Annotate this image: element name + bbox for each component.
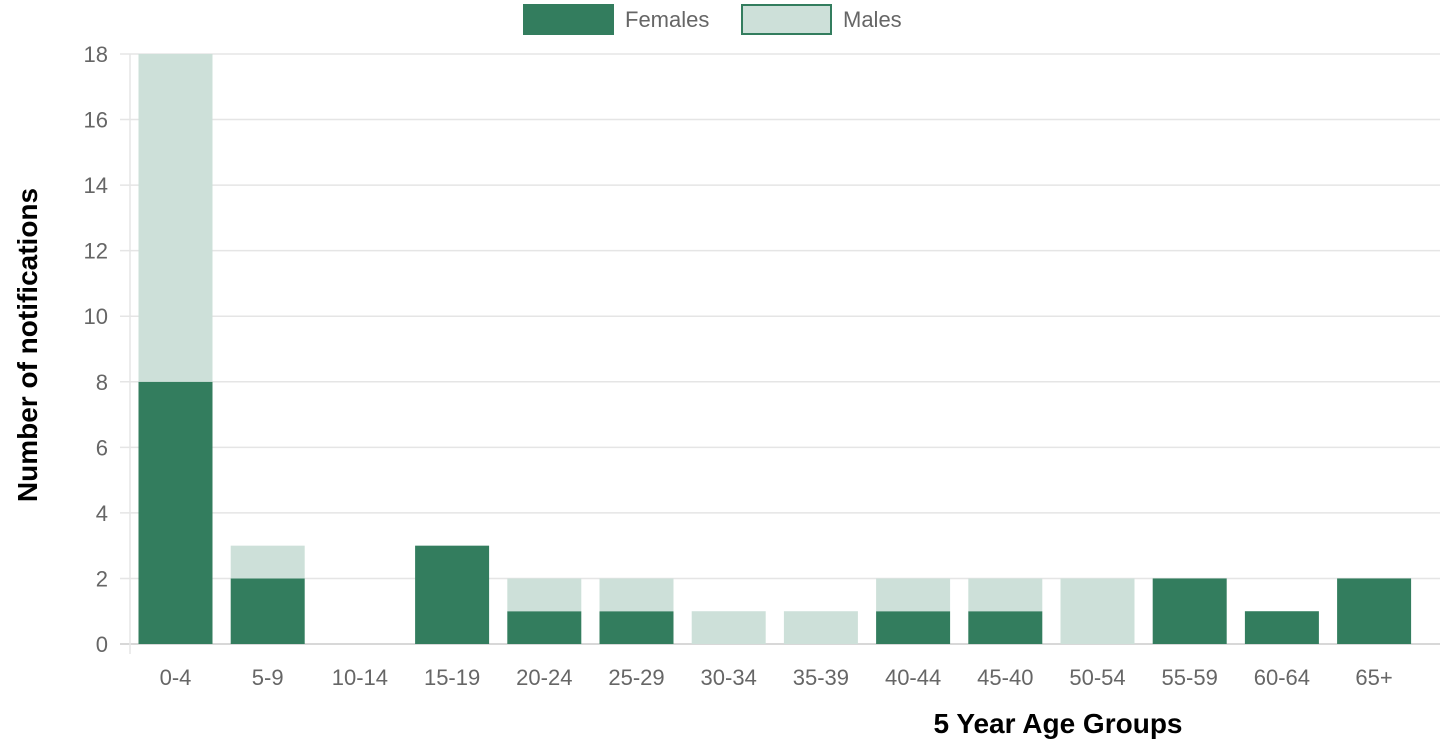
bar-males-5-9[interactable] [230,545,305,579]
x-tick-label: 40-44 [885,665,941,690]
bar-females-60-64[interactable] [1244,611,1319,644]
bar-females-65+[interactable] [1337,578,1412,644]
bar-females-25-29[interactable] [599,611,674,644]
bar-males-50-54[interactable] [1060,578,1135,644]
x-tick-label: 65+ [1355,665,1392,690]
bar-females-0-4[interactable] [138,381,213,644]
bar-males-20-24[interactable] [507,578,582,612]
legend-label-males: Males [843,7,902,32]
y-tick-label: 16 [84,108,108,133]
bar-males-45-40[interactable] [968,578,1043,612]
bar-males-25-29[interactable] [599,578,674,612]
x-tick-label: 0-4 [160,665,192,690]
bar-females-20-24[interactable] [507,611,582,644]
y-tick-label: 10 [84,304,108,329]
y-tick-label: 8 [96,370,108,395]
y-axis-title: Number of notifications [12,188,43,502]
y-tick-label: 2 [96,566,108,591]
y-tick-label: 4 [96,501,108,526]
bar-females-45-40[interactable] [968,611,1043,644]
x-tick-label: 35-39 [793,665,849,690]
y-tick-label: 18 [84,42,108,67]
y-tick-label: 14 [84,173,108,198]
bar-females-5-9[interactable] [230,578,305,644]
y-tick-label: 0 [96,632,108,657]
x-tick-label: 55-59 [1162,665,1218,690]
x-tick-label: 50-54 [1069,665,1125,690]
bars [138,54,1412,644]
y-tick-label: 6 [96,435,108,460]
bar-males-40-44[interactable] [876,578,951,612]
x-tick-label: 10-14 [332,665,388,690]
x-tick-label: 30-34 [701,665,757,690]
y-tick-label: 12 [84,239,108,264]
legend-swatch-males[interactable] [741,4,832,35]
bar-males-30-34[interactable] [691,611,766,644]
gridlines [120,53,1440,654]
bar-females-40-44[interactable] [876,611,951,644]
bar-males-0-4[interactable] [138,54,213,382]
x-axis-ticks: 0-4 5-9 10-14 15-19 20-24 25-29 30-34 35-39 40-4… [160,665,1393,690]
y-axis-ticks: 0 2 4 6 8 10 12 14 16 18 [84,42,108,657]
x-tick-label: 45-40 [977,665,1033,690]
legend-label-females: Females [625,7,709,32]
x-tick-label: 25-29 [608,665,664,690]
bar-males-35-39[interactable] [783,611,858,644]
x-tick-label: 5-9 [252,665,284,690]
x-axis-title: 5 Year Age Groups [934,708,1183,739]
x-tick-label: 15-19 [424,665,480,690]
bar-females-55-59[interactable] [1152,578,1227,644]
x-tick-label: 20-24 [516,665,572,690]
bar-females-15-19[interactable] [415,545,490,644]
x-tick-label: 60-64 [1254,665,1310,690]
legend: Females Males [523,4,902,35]
legend-swatch-females[interactable] [523,4,614,35]
